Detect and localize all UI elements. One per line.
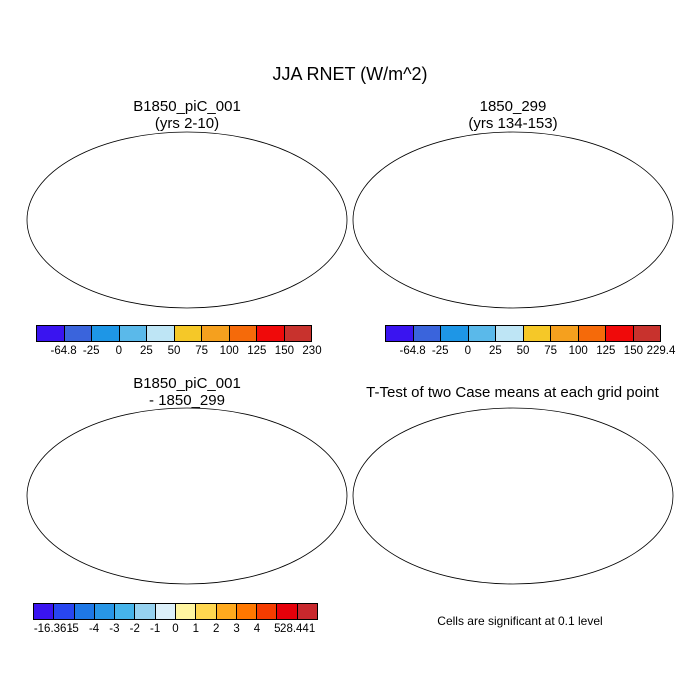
panel2-label-7: 125: [596, 345, 616, 357]
colorbar-panel1-labels: -64.8 -25 0 25 50 75 100 125 150 230: [36, 345, 321, 359]
panel3-label-3: -3: [109, 623, 120, 635]
panel3-label-0: -16.361: [33, 623, 73, 635]
panel3-swatch-5: [135, 604, 156, 619]
panel2-swatch-2: [441, 326, 469, 341]
panel3-swatch-1: [54, 604, 75, 619]
panel1-swatch-0: [37, 326, 65, 341]
panel1-label-9: 230: [302, 345, 322, 357]
panel2-label-4: 50: [516, 345, 530, 357]
panel2-label-1: -25: [431, 345, 449, 357]
colorbar-panel3: [33, 603, 318, 620]
panel3-swatch-11: [257, 604, 278, 619]
panel1-swatch-7: [229, 326, 257, 341]
panel3-swatch-4: [115, 604, 136, 619]
panel3-label-11: 5: [274, 623, 281, 635]
panel1-label-1: -25: [82, 345, 100, 357]
panel3-label-5: -1: [150, 623, 161, 635]
panel1-swatch-8: [257, 326, 285, 341]
panel1-label-6: 100: [219, 345, 239, 357]
panel2-swatch-9: [633, 326, 660, 341]
panel2-label-8: 150: [623, 345, 643, 357]
panel3-swatch-3: [94, 604, 116, 619]
panel3-title-line1: B1850_piC_001: [133, 375, 241, 392]
panel2-title: 1850_299 (yrs 134-153): [358, 98, 668, 132]
panel2-swatch-8: [606, 326, 634, 341]
panel1-swatch-1: [64, 326, 92, 341]
panel3-swatch-7: [175, 604, 197, 619]
panel3-label-9: 3: [233, 623, 240, 635]
panel2-title-line2: (yrs 134-153): [468, 115, 558, 132]
panel2-swatch-0: [386, 326, 414, 341]
panel1-title-line2: (yrs 2-10): [154, 115, 220, 132]
panel2-swatch-4: [496, 326, 524, 341]
panel3-swatch-6: [155, 604, 176, 619]
panel1-swatch-5: [174, 326, 202, 341]
panel3-map: [26, 407, 348, 585]
panel1-swatch-4: [147, 326, 175, 341]
panel2-label-2: 0: [464, 345, 471, 357]
panel2-swatch-3: [468, 326, 496, 341]
panel2-map: [352, 131, 674, 309]
panel1-swatch-3: [119, 326, 147, 341]
panel1-swatch-9: [284, 326, 311, 341]
panel3-swatch-2: [74, 604, 95, 619]
panel1-label-0: -64.8: [50, 345, 77, 357]
significance-note: Cells are significant at 0.1 level: [437, 614, 603, 628]
panel1-title-line1: B1850_piC_001: [133, 98, 241, 115]
panel3-label-4: -2: [129, 623, 140, 635]
panel4-map: [352, 407, 674, 585]
panel3-swatch-13: [297, 604, 317, 619]
panel3-title-line2: - 1850_299: [149, 392, 225, 409]
figure-title: JJA RNET (W/m^2): [272, 64, 428, 84]
panel2-label-5: 75: [544, 345, 557, 357]
colorbar-panel2-labels: -64.8 -25 0 25 50 75 100 125 150 229.4: [385, 345, 675, 359]
panel4-title-line1: T-Test of two Case means at each grid po…: [366, 384, 659, 401]
panel2-title-line1: 1850_299: [479, 98, 547, 115]
panel1-swatch-6: [202, 326, 230, 341]
panel3-swatch-0: [34, 604, 55, 619]
panel1-label-5: 75: [195, 345, 208, 357]
panel3-swatch-8: [196, 604, 217, 619]
panel2-label-3: 25: [488, 345, 502, 357]
panel1-swatch-2: [92, 326, 120, 341]
panel2-label-9: 229.4: [646, 345, 676, 357]
colorbar-panel2: [385, 325, 661, 342]
panel3-label-6: 0: [172, 623, 179, 635]
colorbar-panel3-labels: -16.361 -5 -4 -3 -2 -1 0 1 2 3 4 5 28.441: [33, 623, 318, 637]
panel2-swatch-1: [413, 326, 441, 341]
panel2-label-6: 100: [568, 345, 588, 357]
panel1-title: B1850_piC_001 (yrs 2-10): [32, 98, 342, 132]
panel1-label-4: 50: [167, 345, 181, 357]
panel3-swatch-12: [277, 604, 298, 619]
panel3-label-1: -5: [68, 623, 79, 635]
panel1-label-8: 150: [274, 345, 294, 357]
panel1-label-3: 25: [139, 345, 153, 357]
colorbar-panel1: [36, 325, 312, 342]
panel3-swatch-10: [236, 604, 258, 619]
panel3-label-10: 4: [253, 623, 261, 635]
panel1-label-7: 125: [247, 345, 267, 357]
panel2-swatch-7: [578, 326, 606, 341]
panel2-swatch-5: [523, 326, 551, 341]
panel1-label-2: 0: [115, 345, 122, 357]
panel3-swatch-9: [216, 604, 237, 619]
panel2-label-0: -64.8: [399, 345, 426, 357]
panel3-label-8: 2: [213, 623, 220, 635]
panel2-swatch-6: [551, 326, 579, 341]
panel3-label-7: 1: [192, 623, 200, 635]
panel1-map: [26, 131, 348, 309]
panel3-label-2: -4: [88, 623, 100, 635]
panel3-label-12: 28.441: [280, 623, 316, 635]
panel3-title: B1850_piC_001 - 1850_299: [32, 375, 342, 409]
panel4-title: T-Test of two Case means at each grid po…: [340, 384, 685, 401]
